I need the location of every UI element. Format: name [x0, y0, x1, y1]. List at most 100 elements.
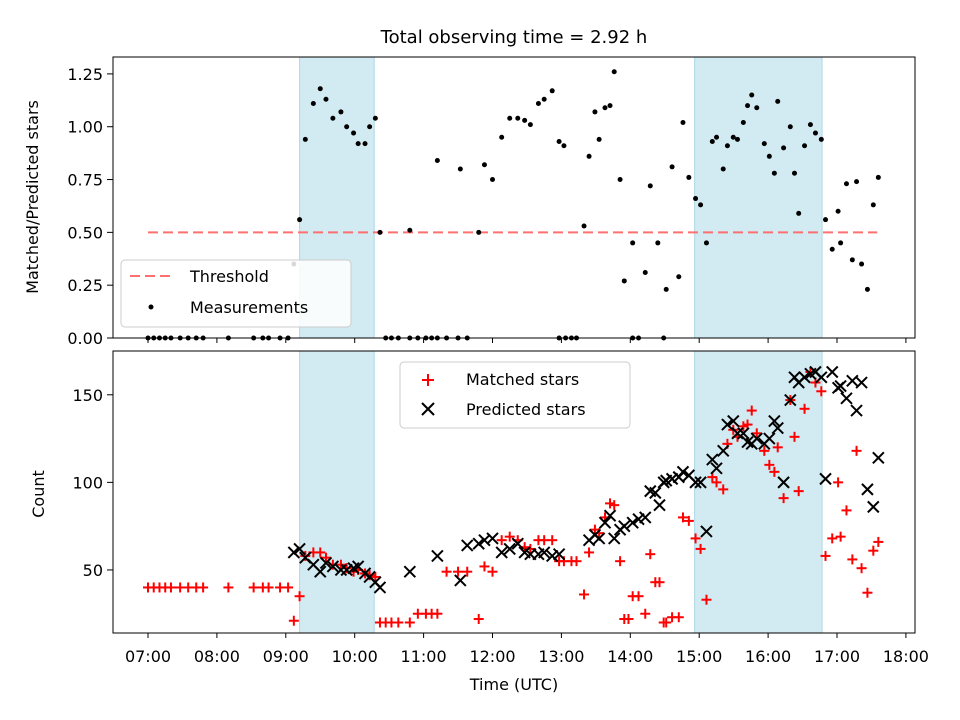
measurement-point — [630, 240, 636, 246]
matched-star-point — [673, 612, 684, 623]
predicted-star-point — [763, 432, 776, 445]
y-tick-label: 0.50 — [67, 223, 103, 242]
chart-title: Total observing time = 2.92 h — [380, 27, 648, 48]
matched-star-point — [789, 431, 800, 442]
x-axis-label: Time (UTC) — [469, 675, 558, 694]
predicted-star-point — [710, 462, 723, 475]
matched-star-point — [640, 608, 651, 619]
predicted-star-point — [431, 549, 444, 563]
bottom-x-ticks: 07:00 08:00 09:00 10:00 11:00 12:00 13:00 14:00… — [125, 633, 929, 666]
predicted-star-point — [872, 451, 885, 465]
x-tick-label: 10:00 — [332, 647, 378, 666]
shaded-interval — [299, 350, 375, 634]
measurement-point — [835, 208, 841, 214]
predicted-star-point — [721, 418, 734, 431]
predicted-star-point — [798, 371, 811, 384]
matched-star-point — [799, 403, 810, 414]
matched-star-point — [633, 591, 644, 602]
measurement-point — [680, 119, 686, 125]
measurement-point — [535, 100, 541, 106]
top-legend: Threshold Measurements — [120, 259, 352, 328]
measurement-point — [818, 136, 824, 142]
measurement-point — [703, 240, 709, 246]
predicted-star-point — [314, 565, 327, 578]
measurement-point — [515, 115, 521, 121]
predicted-star-point — [293, 542, 306, 556]
legend-matched-swatch — [422, 374, 434, 386]
measurement-point — [787, 124, 793, 130]
predicted-star-point — [503, 542, 516, 556]
x-tick-label: 14:00 — [607, 647, 653, 666]
matched-star-point — [851, 445, 862, 456]
measurement-point — [647, 183, 653, 189]
measurement-point — [676, 274, 682, 280]
measurement-point — [338, 109, 344, 115]
predicted-star-point — [826, 365, 839, 379]
matched-star-point — [645, 549, 656, 560]
predicted-star-point — [461, 539, 474, 552]
measurement-point — [561, 143, 567, 149]
measurement-point — [407, 227, 413, 233]
legend-measurements-swatch — [148, 304, 154, 310]
measurement-point — [297, 217, 303, 223]
measurement-point — [864, 286, 870, 292]
measurement-point — [730, 134, 736, 140]
bottom-axes-frame — [112, 350, 916, 634]
predicted-star-point — [319, 556, 333, 570]
measurement-point — [693, 196, 699, 202]
measurement-point — [843, 181, 849, 187]
x-tick-label: 17:00 — [814, 647, 860, 666]
matched-star-point — [793, 486, 804, 497]
predicted-star-point — [603, 509, 617, 522]
top-x-ticks — [147, 338, 907, 343]
matched-star-point — [441, 566, 452, 577]
measurement-point — [355, 141, 361, 147]
measurement-point — [771, 170, 777, 176]
shaded-interval — [694, 56, 823, 339]
measurement-point — [522, 117, 528, 123]
matched-star-point — [579, 589, 590, 600]
matched-star-point — [584, 547, 595, 558]
matched-star-point — [165, 582, 176, 593]
bottom-y-ticks: 50 100 150 — [72, 386, 113, 580]
predicted-star-point — [552, 547, 566, 561]
measurement-point — [791, 170, 797, 176]
measurement-point — [377, 229, 383, 235]
measurement-point — [655, 240, 661, 246]
measurement-point — [740, 119, 746, 125]
matched-star-point — [856, 563, 867, 574]
predicted-star-point — [819, 472, 832, 486]
x-tick-label: 07:00 — [125, 647, 171, 666]
matched-star-points — [143, 367, 884, 628]
predicted-star-point — [598, 516, 612, 529]
predicted-star-point — [750, 432, 763, 445]
measurement-point — [602, 105, 608, 111]
predicted-star-point — [676, 465, 690, 479]
measurement-point — [434, 158, 440, 164]
matched-star-point — [841, 505, 852, 516]
predicted-star-point — [618, 519, 631, 533]
matched-star-point — [432, 608, 443, 619]
matched-star-point — [711, 477, 722, 488]
measurement-point — [754, 105, 760, 111]
measurement-point — [541, 96, 547, 102]
matched-star-point — [654, 577, 665, 588]
matched-star-point — [690, 533, 701, 544]
predicted-star-point — [815, 371, 828, 384]
matched-star-point — [473, 613, 484, 624]
predicted-star-point — [403, 565, 417, 578]
matched-star-point — [198, 582, 209, 593]
predicted-star-point — [855, 376, 868, 389]
matched-star-point — [718, 484, 729, 495]
y-tick-label: 100 — [72, 473, 103, 492]
matched-star-point — [827, 533, 838, 544]
top-axes-frame — [112, 56, 916, 339]
x-tick-label: 09:00 — [263, 647, 309, 666]
y-tick-label: 0.00 — [67, 329, 103, 348]
predicted-star-point — [608, 532, 621, 545]
matched-star-point — [769, 466, 780, 477]
measurement-point — [621, 278, 627, 284]
matched-star-point — [677, 512, 688, 523]
legend-threshold-label: Threshold — [189, 267, 269, 286]
matched-star-point — [288, 615, 299, 626]
